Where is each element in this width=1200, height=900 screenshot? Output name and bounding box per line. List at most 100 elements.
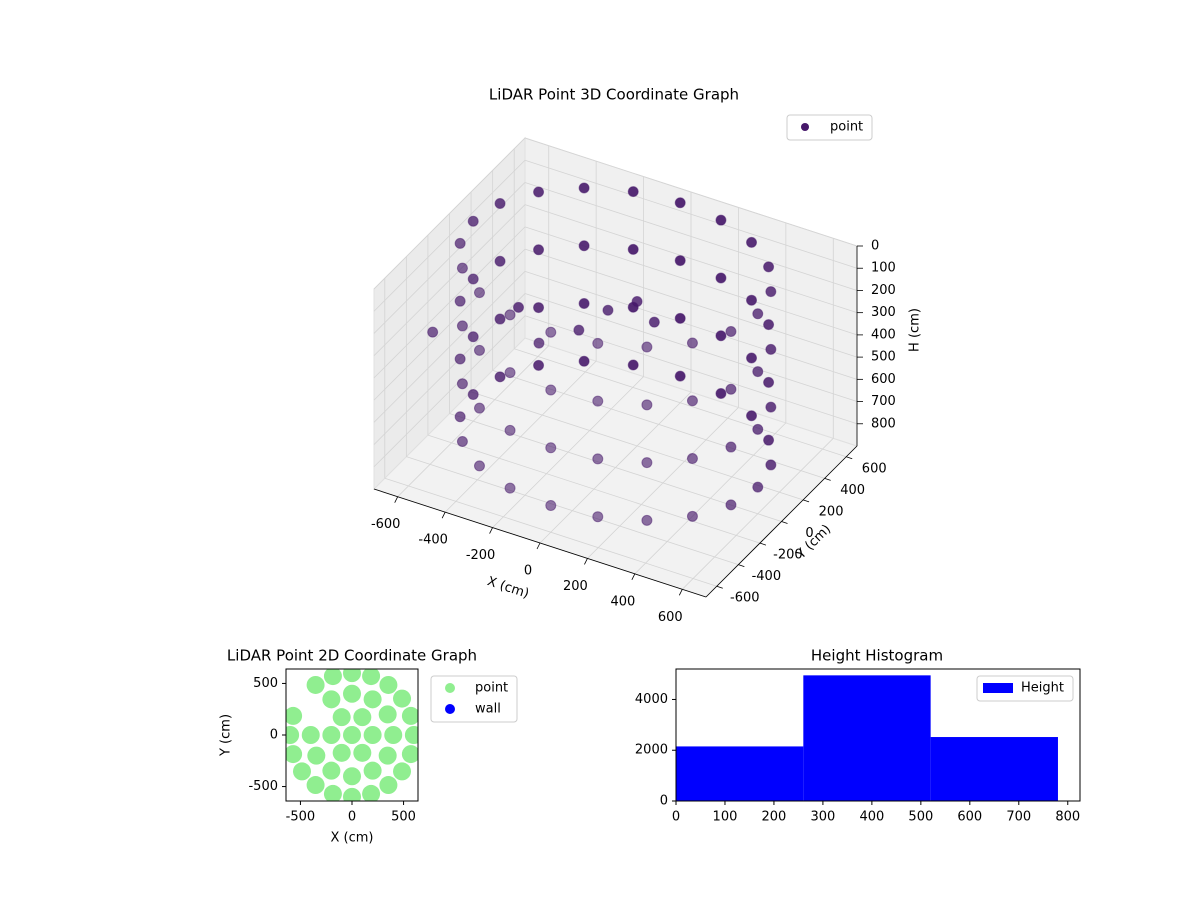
bar: [930, 737, 1058, 801]
point: [454, 237, 466, 249]
x-tick-label: -500: [286, 810, 316, 825]
point: [686, 510, 698, 522]
point: [332, 743, 351, 762]
point: [765, 459, 777, 471]
y-tick-label: -600: [730, 591, 760, 606]
point: [323, 669, 342, 686]
point: [631, 295, 643, 307]
point: [533, 359, 545, 371]
bar: [676, 746, 804, 801]
point: [533, 302, 545, 314]
point: [362, 784, 381, 801]
y-tick-label: 400: [840, 483, 865, 498]
tick-mark: [802, 499, 810, 503]
point: [725, 383, 737, 395]
point: [306, 675, 325, 694]
point: [343, 669, 361, 683]
point: [578, 240, 590, 252]
point: [456, 262, 468, 274]
z-tick-label: 400: [871, 327, 896, 342]
point: [627, 243, 639, 255]
x-tick-label: 0: [348, 810, 356, 825]
point: [765, 401, 777, 413]
y-tick-label: -200: [773, 548, 803, 563]
x-tick-label: 0: [672, 810, 680, 825]
x-axis-label: X (cm): [331, 831, 374, 846]
point: [686, 337, 698, 349]
legend-box: [976, 675, 1074, 702]
point: [363, 726, 382, 744]
grid-line: [373, 315, 526, 468]
tick-mark: [678, 589, 683, 596]
legend-marker: [445, 704, 455, 714]
legend-label: point: [830, 120, 863, 135]
z-tick-label: 100: [871, 261, 896, 276]
point: [286, 726, 300, 744]
plot-area: [286, 669, 418, 801]
grid-line: [373, 159, 526, 312]
grid-line: [524, 159, 858, 269]
grid-line: [470, 391, 804, 501]
bar: [803, 675, 931, 801]
point: [674, 197, 686, 209]
point: [454, 353, 466, 365]
chart-title: Height Histogram: [811, 647, 943, 665]
y-axis: [705, 445, 858, 598]
x-tick-label: 600: [658, 610, 683, 625]
point: [378, 705, 397, 724]
point: [456, 378, 468, 390]
point: [301, 726, 320, 744]
point: [765, 343, 777, 355]
point: [504, 367, 516, 379]
point: [353, 708, 372, 727]
legend-label: Height: [1021, 681, 1064, 696]
x-tick-label: 200: [762, 810, 787, 825]
point: [404, 726, 418, 744]
x-tick-label: 600: [957, 810, 982, 825]
point: [467, 273, 479, 285]
point: [686, 395, 698, 407]
y-tick-label: 200: [819, 504, 844, 519]
point: [545, 384, 557, 396]
point: [322, 761, 341, 780]
point: [746, 410, 758, 422]
legend-label: point: [475, 681, 508, 696]
point: [384, 726, 403, 744]
tick-mark: [489, 527, 493, 534]
tick-mark: [716, 585, 723, 589]
point: [592, 453, 604, 465]
point: [363, 690, 382, 709]
grid-line: [384, 477, 717, 587]
point: [467, 331, 479, 343]
point: [674, 312, 686, 324]
y-tick-label: 0: [805, 526, 813, 541]
point: [746, 236, 758, 248]
point: [627, 359, 639, 371]
point: [307, 746, 326, 765]
y-tick-label: 0: [660, 794, 668, 809]
z-tick-label: 0: [871, 239, 879, 254]
legend-patch: [983, 683, 1013, 693]
point: [494, 313, 506, 325]
point: [467, 215, 479, 227]
point: [286, 706, 303, 725]
point: [725, 441, 737, 453]
point: [473, 460, 485, 472]
point: [322, 726, 341, 744]
grid-line: [406, 456, 739, 566]
point: [686, 453, 698, 465]
tick-mark: [394, 496, 399, 503]
grid-line: [373, 137, 526, 290]
tick-mark: [846, 456, 853, 460]
point: [332, 708, 351, 727]
chart-title: LiDAR Point 2D Coordinate Graph: [227, 647, 477, 665]
point: [504, 424, 516, 436]
point: [627, 186, 639, 198]
point: [378, 746, 397, 765]
point: [715, 388, 727, 400]
point: [494, 371, 506, 383]
point: [363, 761, 382, 780]
chart-title: LiDAR Point 3D Coordinate Graph: [489, 86, 739, 104]
point: [379, 675, 398, 694]
